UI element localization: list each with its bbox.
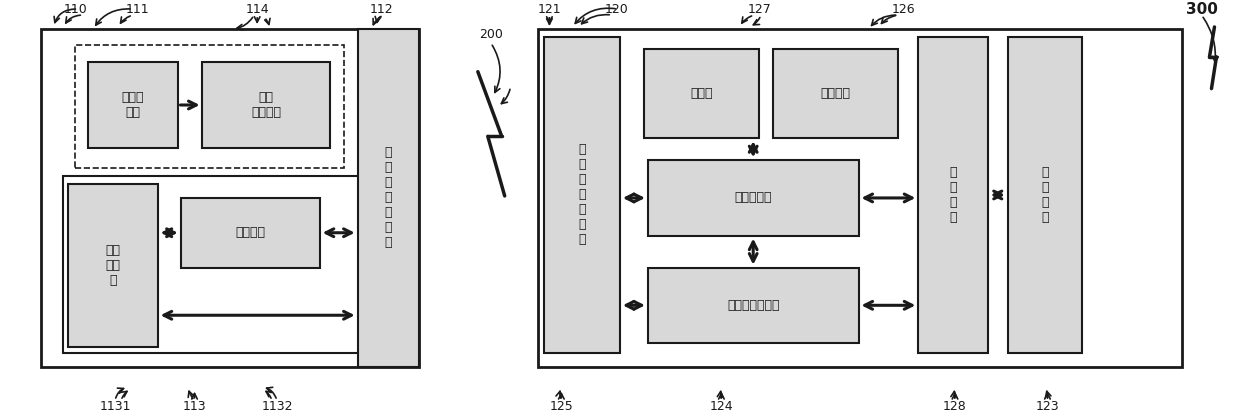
Bar	[773, 49, 898, 138]
Text: 114: 114	[246, 2, 269, 16]
Bar	[76, 45, 343, 168]
Text: 113: 113	[182, 400, 206, 413]
Bar	[919, 37, 988, 353]
Text: 110: 110	[63, 2, 87, 16]
Bar	[202, 62, 330, 148]
Bar	[63, 176, 389, 353]
Bar	[181, 198, 320, 268]
Text: 第
二
无
线
通
信
部: 第 二 无 线 通 信 部	[579, 144, 587, 247]
Text: 126: 126	[892, 2, 915, 16]
Bar	[644, 49, 759, 138]
Text: 124: 124	[709, 400, 733, 413]
Bar	[647, 160, 858, 236]
Text: 电源
管理电路: 电源 管理电路	[252, 91, 281, 119]
Bar	[647, 268, 858, 343]
Text: 1131: 1131	[99, 400, 130, 413]
Text: 200: 200	[479, 28, 502, 42]
Bar	[41, 29, 419, 367]
Text: 123: 123	[1035, 400, 1059, 413]
Text: 数
据
接
口: 数 据 接 口	[1042, 166, 1049, 224]
Text: 121: 121	[538, 2, 562, 16]
Text: 图像
采集
部: 图像 采集 部	[105, 244, 120, 287]
Text: 接
口
电
路: 接 口 电 路	[950, 166, 957, 224]
Text: 111: 111	[126, 2, 150, 16]
Text: 第
一
无
线
通
信
部: 第 一 无 线 通 信 部	[384, 146, 392, 249]
Text: 控制面板: 控制面板	[821, 87, 851, 100]
Text: 电源部: 电源部	[691, 87, 713, 100]
Text: 可充电
电池: 可充电 电池	[122, 91, 144, 119]
Bar	[68, 184, 157, 347]
Text: 112: 112	[370, 2, 393, 16]
Text: 控制单元: 控制单元	[236, 226, 265, 239]
Text: 128: 128	[944, 400, 967, 413]
Bar	[88, 62, 177, 148]
Text: 125: 125	[549, 400, 573, 413]
Bar	[544, 37, 620, 353]
Text: 120: 120	[605, 2, 629, 16]
Text: 1132: 1132	[262, 400, 293, 413]
Text: 127: 127	[748, 2, 771, 16]
Bar	[538, 29, 1182, 367]
Text: 主控制单元: 主控制单元	[734, 191, 773, 205]
Text: 300: 300	[1185, 2, 1218, 17]
Bar	[1008, 37, 1083, 353]
Bar	[357, 29, 419, 367]
Text: 图像信号处理器: 图像信号处理器	[727, 299, 780, 312]
